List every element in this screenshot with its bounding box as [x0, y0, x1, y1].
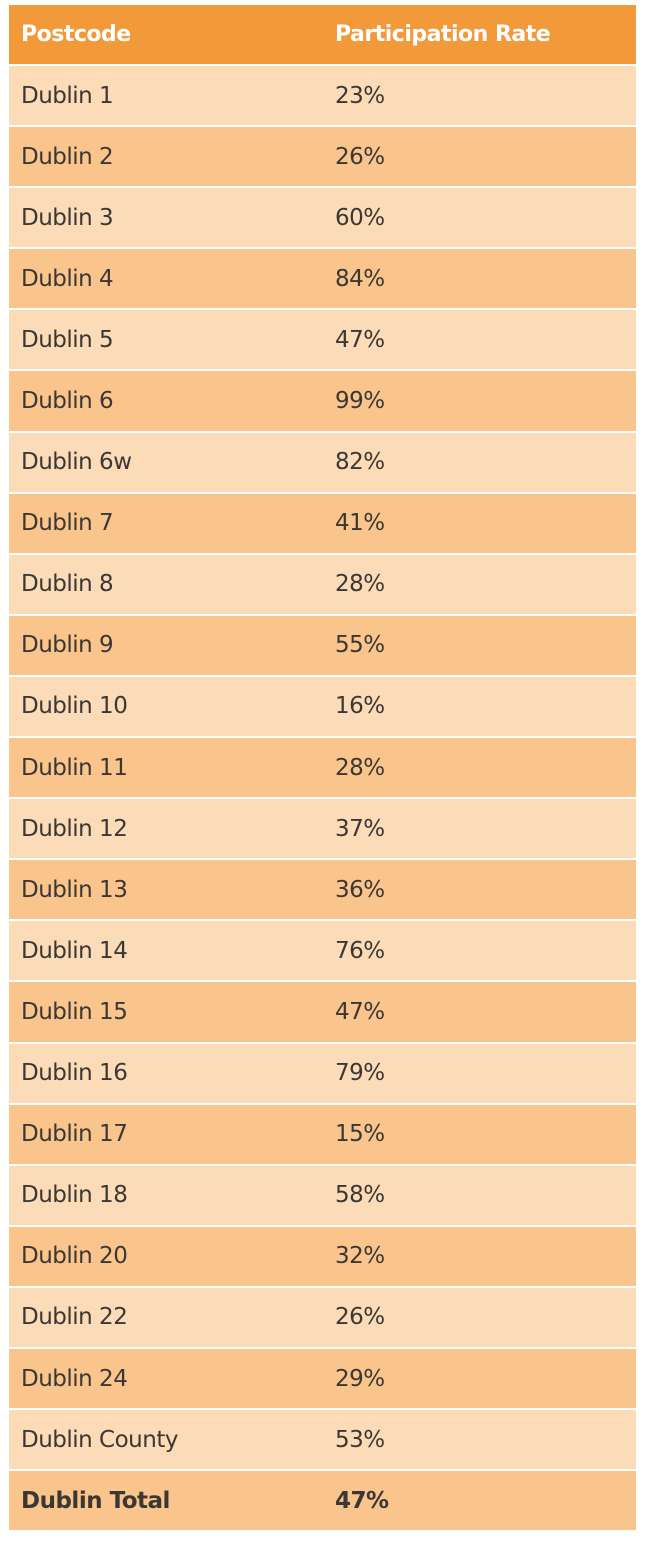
table-row: Dublin 17 15%: [9, 1104, 636, 1166]
rate-cell: 84%: [335, 265, 385, 292]
rate-cell: 37%: [335, 815, 385, 842]
postcode-cell: Dublin 12: [21, 815, 128, 842]
table-row: Dublin 4 84%: [9, 249, 636, 311]
table-row: Dublin 2 26%: [9, 127, 636, 189]
rate-cell: 26%: [335, 1304, 385, 1331]
rate-cell: 36%: [335, 876, 385, 903]
postcode-cell: Dublin 7: [21, 510, 114, 537]
postcode-cell: Dublin 3: [21, 204, 114, 231]
rate-cell: 23%: [335, 82, 385, 109]
rate-cell: 79%: [335, 1060, 385, 1087]
rate-cell: 26%: [335, 143, 385, 170]
postcode-cell: Dublin 9: [21, 632, 114, 659]
header-cell: Participation Rate: [335, 22, 551, 47]
rate-cell: 29%: [335, 1365, 385, 1392]
rate-cell: 76%: [335, 937, 385, 964]
postcode-cell: Dublin 5: [21, 326, 114, 353]
rate-cell: 28%: [335, 754, 385, 781]
postcode-cell: Dublin 8: [21, 571, 114, 598]
rate-cell: 60%: [335, 204, 385, 231]
table-row: Dublin 3 60%: [9, 188, 636, 250]
table-row: Dublin County 53%: [9, 1410, 636, 1472]
table-row: Dublin 11 28%: [9, 738, 636, 800]
postcode-cell: Dublin 11: [21, 754, 128, 781]
table-row: Dublin 20 32%: [9, 1226, 636, 1288]
postcode-cell: Dublin 18: [21, 1182, 128, 1209]
rate-cell: 82%: [335, 449, 385, 476]
table-row: Dublin 5 47%: [9, 310, 636, 372]
rate-cell: 99%: [335, 388, 385, 415]
table-row: Dublin 14 76%: [9, 921, 636, 983]
postcode-cell: Dublin 6w: [21, 449, 132, 476]
table-row: Dublin 22 26%: [9, 1287, 636, 1349]
table-row: Dublin 8 28%: [9, 554, 636, 616]
postcode-cell: Dublin 4: [21, 265, 114, 292]
table-row: Dublin 15 47%: [9, 982, 636, 1044]
header-row: Postcode Participation Rate: [9, 5, 636, 66]
table-row: Dublin 13 36%: [9, 860, 636, 922]
table-row: Dublin Total 47%: [9, 1471, 636, 1533]
postcode-cell: Dublin 2: [21, 143, 114, 170]
table-row: Dublin 9 55%: [9, 615, 636, 677]
rate-cell: 32%: [335, 1243, 385, 1270]
table-row: Dublin 18 58%: [9, 1165, 636, 1227]
table: Postcode Participation Rate Dublin 1 23% D…: [9, 5, 636, 1533]
rate-cell: 16%: [335, 693, 385, 720]
table-row: Dublin 6 99%: [9, 371, 636, 433]
postcode-cell: Dublin 10: [21, 693, 128, 720]
postcode-cell: Dublin 13: [21, 876, 128, 903]
table-row: Dublin 24 29%: [9, 1348, 636, 1411]
postcode-cell: Dublin Total: [21, 1487, 170, 1514]
postcode-cell: Dublin 6: [21, 388, 114, 415]
rate-cell: 55%: [335, 632, 385, 659]
rate-cell: 47%: [335, 998, 385, 1025]
postcode-cell: Dublin 1: [21, 82, 114, 109]
rate-cell: 53%: [335, 1426, 385, 1453]
postcode-cell: Dublin 20: [21, 1243, 128, 1270]
header-cell: Postcode: [21, 22, 131, 47]
table-row: Dublin 10 16%: [9, 676, 636, 739]
rate-cell: 28%: [335, 571, 385, 598]
rate-cell: 58%: [335, 1182, 385, 1209]
rate-cell: 15%: [335, 1121, 385, 1148]
postcode-cell: Dublin 15: [21, 998, 128, 1025]
postcode-cell: Dublin 24: [21, 1365, 128, 1392]
postcode-cell: Dublin 17: [21, 1121, 128, 1148]
table-row: Dublin 16 79%: [9, 1043, 636, 1105]
rate-cell: 41%: [335, 510, 385, 537]
postcode-cell: Dublin 16: [21, 1060, 128, 1087]
postcode-cell: Dublin 14: [21, 937, 128, 964]
postcode-cell: Dublin 22: [21, 1304, 128, 1331]
rate-cell: 47%: [335, 1487, 389, 1514]
rate-cell: 47%: [335, 326, 385, 353]
table-row: Dublin 6w 82%: [9, 432, 636, 494]
table-row: Dublin 12 37%: [9, 799, 636, 861]
table-row: Dublin 7 41%: [9, 493, 636, 555]
table-row: Dublin 1 23%: [9, 66, 636, 128]
postcode-cell: Dublin County: [21, 1426, 178, 1453]
